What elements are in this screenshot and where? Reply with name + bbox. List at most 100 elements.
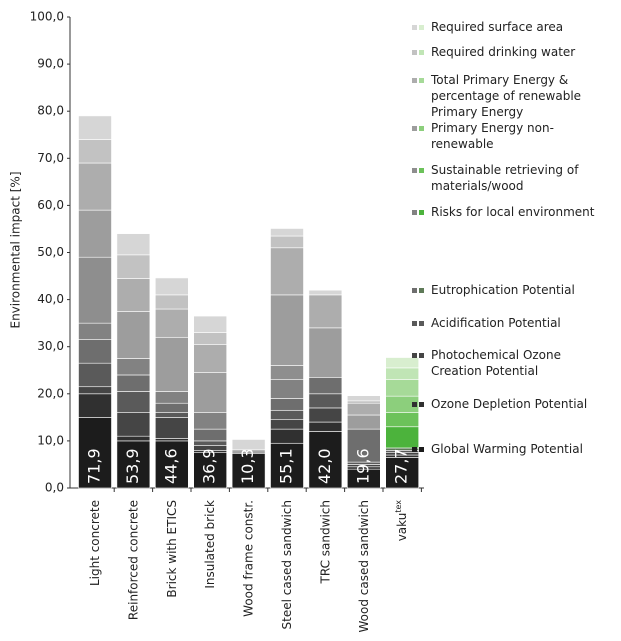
legend-item: Ozone Depletion Potential bbox=[412, 396, 617, 412]
legend-swatch bbox=[419, 50, 424, 55]
bar-segment bbox=[193, 440, 227, 446]
x-tick-label-text: Reinforced concrete bbox=[126, 500, 140, 620]
x-tick-label-text: Light concrete bbox=[88, 500, 102, 586]
bar-segment bbox=[308, 393, 343, 409]
bar-segment bbox=[116, 233, 151, 256]
x-tick-label-text: TRC sandwich bbox=[318, 500, 332, 584]
y-tick-label: 0,0 bbox=[45, 481, 64, 495]
x-tick-label: TRC sandwich bbox=[318, 500, 332, 584]
bar-segment bbox=[308, 294, 343, 329]
bar-segment bbox=[78, 322, 112, 340]
bar-segment bbox=[270, 419, 304, 430]
bar-segment bbox=[346, 402, 381, 416]
bar-segment bbox=[270, 235, 304, 249]
bar-segment bbox=[346, 395, 381, 402]
legend-swatch bbox=[419, 402, 424, 407]
legend-swatch bbox=[412, 78, 417, 83]
legend-label: Acidification Potential bbox=[431, 316, 561, 330]
bar-segment bbox=[193, 332, 227, 345]
bar-label: 36,9 bbox=[200, 448, 219, 484]
y-tick-label: 70,0 bbox=[37, 151, 64, 165]
bar-label: 42,0 bbox=[315, 448, 334, 484]
bar-segment bbox=[116, 254, 151, 279]
bar-segment bbox=[78, 209, 112, 258]
legend-swatch bbox=[419, 447, 424, 452]
bar-segment bbox=[270, 409, 304, 421]
legend-label: Sustainable retrieving of materials/wood bbox=[431, 163, 579, 193]
legend-swatch bbox=[412, 50, 417, 55]
y-axis-label: Environmental impact [%] bbox=[9, 171, 23, 328]
legend-item: Total Primary Energy & percentage of ren… bbox=[412, 72, 617, 120]
bar-segment bbox=[155, 294, 189, 310]
bar-segment bbox=[116, 374, 151, 392]
y-tick-label: 60,0 bbox=[37, 198, 64, 212]
bar-segment bbox=[308, 421, 343, 432]
legend-label: Global Warming Potential bbox=[431, 442, 583, 456]
legend-label: Required surface area bbox=[431, 20, 564, 34]
legend-swatch bbox=[412, 126, 417, 131]
bar-segment bbox=[385, 379, 420, 397]
legend-item: Sustainable retrieving of materials/wood bbox=[412, 162, 617, 194]
bar-segment bbox=[155, 391, 189, 404]
bar-segment bbox=[116, 358, 151, 376]
bar-segment bbox=[193, 372, 227, 413]
bar-segment bbox=[346, 428, 381, 463]
y-tick-label: 20,0 bbox=[37, 386, 64, 400]
legend-item: Eutrophication Potential bbox=[412, 282, 617, 298]
bar-segment bbox=[270, 442, 304, 489]
legend-swatch bbox=[412, 353, 417, 358]
legend-item: Acidification Potential bbox=[412, 315, 617, 331]
y-tick-label: 90,0 bbox=[37, 57, 64, 71]
bar-segment bbox=[78, 339, 112, 364]
bar-segment bbox=[155, 417, 189, 439]
x-tick-label: Light concrete bbox=[88, 500, 102, 586]
bar-segment bbox=[116, 412, 151, 437]
bar-label: 53,9 bbox=[123, 448, 142, 484]
legend-swatch bbox=[412, 447, 417, 452]
bar-segment bbox=[270, 228, 304, 237]
x-tick-label-text: Steel cased sandwich bbox=[280, 500, 294, 629]
legend-item: Risks for local environment bbox=[412, 204, 617, 220]
x-tick-label-text: Insulated brick bbox=[203, 500, 217, 589]
y-tick-label: 100,0 bbox=[30, 10, 64, 24]
legend-label: Ozone Depletion Potential bbox=[431, 397, 588, 411]
bar-segment bbox=[346, 400, 381, 404]
bar-segment bbox=[270, 428, 304, 444]
bar-segment bbox=[308, 407, 343, 423]
bar-segment bbox=[193, 344, 227, 373]
x-tick-label-text: Brick with ETICS bbox=[164, 500, 178, 598]
legend-swatch bbox=[419, 288, 424, 293]
x-tick-label: Steel cased sandwich bbox=[280, 500, 294, 629]
bar-label: 27,7 bbox=[392, 448, 411, 484]
bar-label: 55,1 bbox=[277, 448, 296, 484]
bar-segment bbox=[155, 438, 189, 442]
legend-swatch bbox=[412, 288, 417, 293]
bar-segment bbox=[78, 386, 112, 395]
bar-segment bbox=[231, 453, 266, 489]
bar-segment bbox=[78, 362, 112, 388]
legend-swatch bbox=[412, 402, 417, 407]
bar-segment bbox=[78, 417, 112, 489]
y-tick-label: 30,0 bbox=[37, 339, 64, 353]
bar-segment bbox=[385, 457, 420, 489]
bar-segment bbox=[231, 439, 266, 451]
x-tick-label-text: vaku bbox=[395, 513, 409, 542]
y-tick-label: 50,0 bbox=[37, 245, 64, 259]
legend-swatch bbox=[412, 210, 417, 215]
bar-segment bbox=[193, 452, 227, 489]
bar-segment bbox=[78, 139, 112, 164]
bar-segment bbox=[193, 412, 227, 430]
legend-swatch bbox=[412, 168, 417, 173]
legend-swatch bbox=[419, 210, 424, 215]
bar-segment bbox=[193, 428, 227, 442]
bar-segment bbox=[155, 308, 189, 338]
bar-segment bbox=[270, 379, 304, 399]
legend-label: Risks for local environment bbox=[431, 205, 595, 219]
legend-swatch bbox=[419, 25, 424, 30]
bar-segment bbox=[116, 391, 151, 413]
bar-segment bbox=[308, 289, 343, 296]
x-tick-label: Brick with ETICS bbox=[164, 500, 178, 598]
y-tick-label: 40,0 bbox=[37, 292, 64, 306]
bar-segment bbox=[116, 311, 151, 359]
legend-swatch bbox=[419, 168, 424, 173]
